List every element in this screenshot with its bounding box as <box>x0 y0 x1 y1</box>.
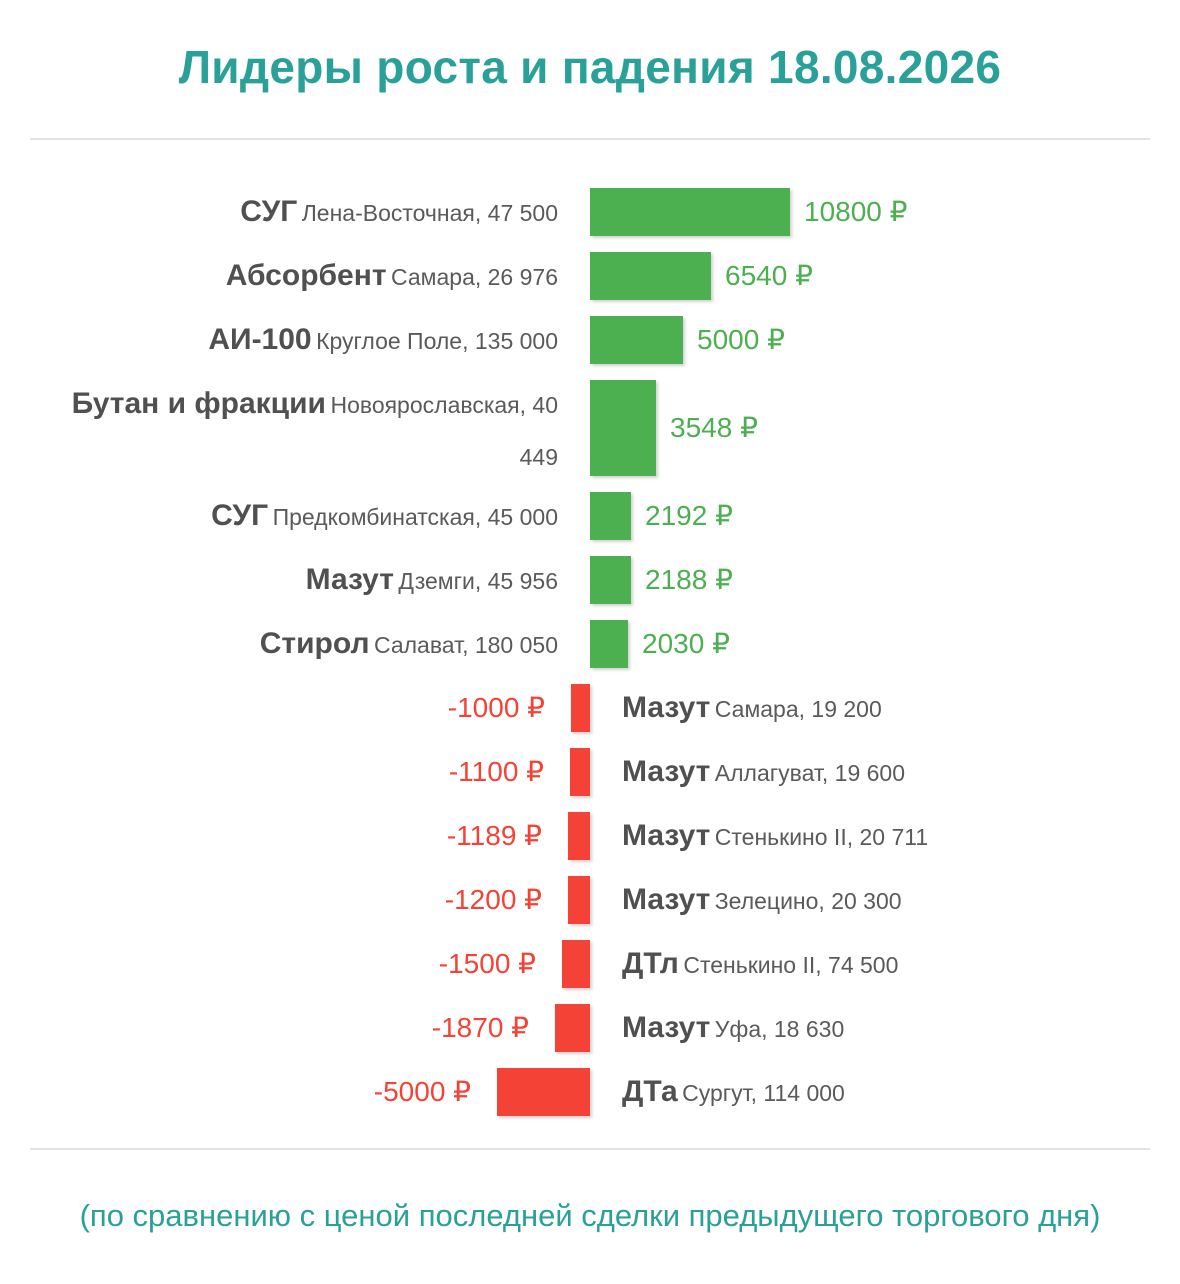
place-name: Самара, 19 200 <box>714 696 882 722</box>
place-name: Стенькино II, 74 500 <box>683 952 899 978</box>
category-label: Мазут Зелецино, 20 300 <box>622 876 902 929</box>
product-name: Стирол <box>259 627 370 660</box>
place-name: Самара, 26 976 <box>391 264 558 290</box>
place-name: Дземги, 45 956 <box>398 568 558 594</box>
bar-positive <box>590 316 683 364</box>
bar-positive <box>590 380 656 476</box>
bar-positive <box>590 252 711 300</box>
place-name: Аллагуват, 19 600 <box>714 760 906 786</box>
category-label: ДТа Сургут, 114 000 <box>622 1068 845 1121</box>
value-label: -1870 ₽ <box>431 1012 529 1043</box>
top-divider <box>30 138 1150 140</box>
product-name: Мазут <box>622 691 711 724</box>
bar-positive <box>590 188 790 236</box>
bar-positive <box>590 492 631 540</box>
value-label: 2192 ₽ <box>645 500 733 531</box>
bar-negative <box>568 876 590 924</box>
category-label: Бутан и фракции Новоярославская, 40 449 <box>30 380 558 485</box>
place-name: Круглое Поле, 135 000 <box>316 328 558 354</box>
category-label: СУГ Лена-Восточная, 47 500 <box>240 188 558 241</box>
product-name: Мазут <box>622 883 711 916</box>
chart-title: Лидеры роста и падения 18.08.2026 <box>178 41 1002 93</box>
place-name: Зелецино, 20 300 <box>714 888 902 914</box>
place-name: Новоярославская, 40 449 <box>330 392 558 470</box>
product-name: Мазут <box>622 1011 711 1044</box>
product-name: Мазут <box>622 819 711 852</box>
category-label: ДТл Стенькино II, 74 500 <box>622 940 898 993</box>
product-name: ДТл <box>622 947 679 980</box>
category-label: Мазут Стенькино II, 20 711 <box>622 812 928 865</box>
value-label: -1500 ₽ <box>438 948 536 979</box>
value-label: -1100 ₽ <box>448 756 544 787</box>
product-name: ДТа <box>622 1075 678 1108</box>
value-label: -1200 ₽ <box>444 884 542 915</box>
bar-positive <box>590 556 631 604</box>
place-name: Стенькино II, 20 711 <box>714 824 929 850</box>
product-name: Мазут <box>305 563 394 596</box>
bottom-divider <box>30 1148 1150 1150</box>
place-name: Салават, 180 050 <box>373 632 558 658</box>
category-label: Мазут Аллагуват, 19 600 <box>622 748 905 801</box>
category-label: Мазут Уфа, 18 630 <box>622 1004 844 1057</box>
product-name: АИ-100 <box>208 323 312 356</box>
product-name: Бутан и фракции <box>71 387 326 420</box>
category-label: Абсорбент Самара, 26 976 <box>226 252 558 305</box>
category-label: Мазут Дземги, 45 956 <box>306 556 558 609</box>
value-label: 2030 ₽ <box>642 628 730 659</box>
product-name: Мазут <box>622 755 711 788</box>
product-name: СУГ <box>211 499 269 532</box>
value-label: 2188 ₽ <box>645 564 733 595</box>
value-label: -1000 ₽ <box>447 692 545 723</box>
category-label: Стирол Салават, 180 050 <box>260 620 558 673</box>
value-label: -1189 ₽ <box>446 820 542 851</box>
place-name: Уфа, 18 630 <box>714 1016 845 1042</box>
category-label: СУГ Предкомбинатская, 45 000 <box>211 492 558 545</box>
place-name: Сургут, 114 000 <box>682 1080 845 1106</box>
value-label: 3548 ₽ <box>670 412 758 443</box>
footnote: (по сравнению с ценой последней сделки п… <box>79 1198 1101 1233</box>
value-label: -5000 ₽ <box>373 1076 471 1107</box>
bar-negative <box>497 1068 590 1116</box>
category-label: АИ-100 Круглое Поле, 135 000 <box>208 316 558 369</box>
bar-negative <box>555 1004 590 1052</box>
bar-negative <box>571 684 590 732</box>
bar-positive <box>590 620 628 668</box>
place-name: Лена-Восточная, 47 500 <box>301 200 558 226</box>
product-name: Абсорбент <box>225 259 387 292</box>
value-label: 5000 ₽ <box>697 324 785 355</box>
value-label: 6540 ₽ <box>725 260 813 291</box>
bar-negative <box>568 812 590 860</box>
value-label: 10800 ₽ <box>804 196 908 227</box>
place-name: Предкомбинатская, 45 000 <box>272 504 558 530</box>
bar-negative <box>570 748 590 796</box>
category-label: Мазут Самара, 19 200 <box>622 684 882 737</box>
bar-negative <box>562 940 590 988</box>
product-name: СУГ <box>240 195 298 228</box>
